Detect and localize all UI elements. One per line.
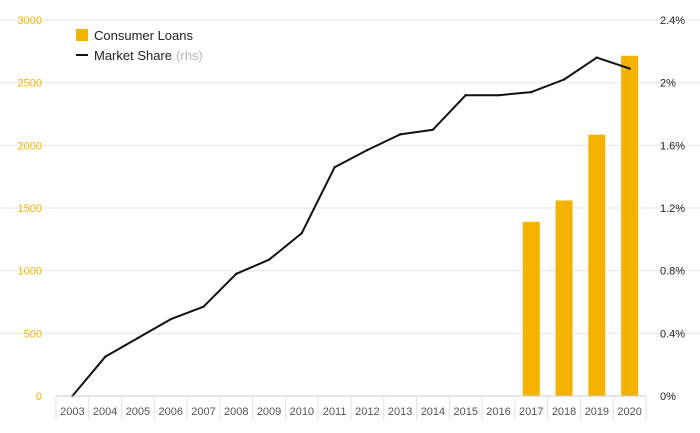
- x-tick-label: 2015: [453, 406, 477, 418]
- point-market-share-2014: [431, 128, 435, 131]
- bar-consumer-loans-2020: [621, 55, 639, 396]
- point-market-share-2019: [595, 56, 599, 59]
- bar-consumer-loans-2017: [522, 221, 540, 396]
- x-tick-label: 2019: [585, 406, 609, 418]
- point-market-share-2008: [235, 272, 238, 275]
- x-axis: 2003 2004 2005 2006 2007 2008 2009 2010 2011 2012…: [55, 395, 647, 420]
- y-right-tick-label: 1.2%: [660, 203, 685, 215]
- y-left-tick-label: 1500: [18, 203, 42, 215]
- legend: Consumer Loans Market Share (rhs): [76, 28, 203, 63]
- x-tick-label: 2012: [355, 406, 379, 418]
- y-axis-right: 0% 0.4% 0.8% 1.2% 1.6% 2% 2.4%: [660, 15, 685, 403]
- bar-series-consumer-loans: [522, 55, 639, 396]
- x-tick-label: 2008: [224, 406, 248, 418]
- x-tick-label: 2013: [388, 406, 412, 418]
- x-tick-label: 2003: [60, 406, 84, 418]
- line-market-share: [71, 56, 630, 397]
- point-market-share-2015: [464, 94, 467, 97]
- point-market-share-2017: [530, 90, 533, 94]
- point-market-share-2011: [333, 166, 336, 169]
- x-tick-label: 2020: [617, 406, 641, 418]
- y-right-tick-label: 0.4%: [660, 328, 685, 340]
- y-right-tick-label: 2%: [660, 78, 676, 90]
- x-tick-label: 2018: [552, 406, 576, 418]
- y-left-tick-label: 3000: [18, 15, 42, 27]
- x-tick-label: 2009: [257, 406, 281, 418]
- point-market-share-2018: [562, 78, 566, 81]
- point-market-share-2020: [628, 67, 631, 70]
- point-market-share-2005: [136, 336, 140, 340]
- legend-label-market-share-text: Market Share: [94, 48, 172, 63]
- point-market-share-2012: [366, 148, 369, 152]
- y-left-tick-label: 0: [36, 391, 42, 403]
- y-right-tick-label: 0.8%: [660, 266, 685, 278]
- x-tick-label: 2016: [486, 406, 510, 418]
- gridlines: [0, 19, 700, 334]
- x-tick-label: 2010: [290, 406, 314, 418]
- legend-note-rhs: (rhs): [176, 48, 203, 63]
- bar-consumer-loans-2018: [555, 200, 573, 396]
- x-tick-label: 2011: [323, 406, 347, 418]
- point-market-share-2004: [103, 355, 107, 359]
- legend-marker-consumer-loans: [76, 29, 88, 41]
- x-tick-label: 2005: [126, 406, 150, 418]
- x-tick-label: 2014: [421, 406, 445, 418]
- y-right-tick-label: 2.4%: [660, 15, 685, 27]
- x-tick-label: 2017: [519, 406, 543, 418]
- point-market-share-2007: [202, 305, 205, 308]
- point-market-share-2006: [169, 318, 172, 321]
- x-tick-label: 2004: [93, 406, 117, 418]
- x-tick-label: 2007: [191, 406, 215, 418]
- y-right-tick-label: 1.6%: [660, 140, 685, 152]
- bar-consumer-loans-2019: [588, 134, 606, 396]
- x-tick-label: 2006: [158, 406, 182, 418]
- y-left-tick-label: 2500: [18, 78, 42, 90]
- point-market-share-2013: [398, 133, 402, 136]
- y-left-tick-label: 500: [24, 328, 42, 340]
- legend-label-market-share: Market Share (rhs): [94, 48, 203, 63]
- y-left-tick-label: 2000: [18, 140, 42, 152]
- y-axis-left: 0 500 1000 1500 2000 2500 3000: [18, 15, 42, 403]
- legend-label-consumer-loans: Consumer Loans: [94, 28, 193, 43]
- line-series-market-share: [71, 56, 631, 398]
- y-left-tick-label: 1000: [18, 266, 42, 278]
- point-market-share-2010: [300, 231, 304, 235]
- point-market-share-2009: [267, 258, 271, 261]
- y-right-tick-label: 0%: [660, 391, 676, 403]
- point-market-share-2016: [497, 94, 500, 97]
